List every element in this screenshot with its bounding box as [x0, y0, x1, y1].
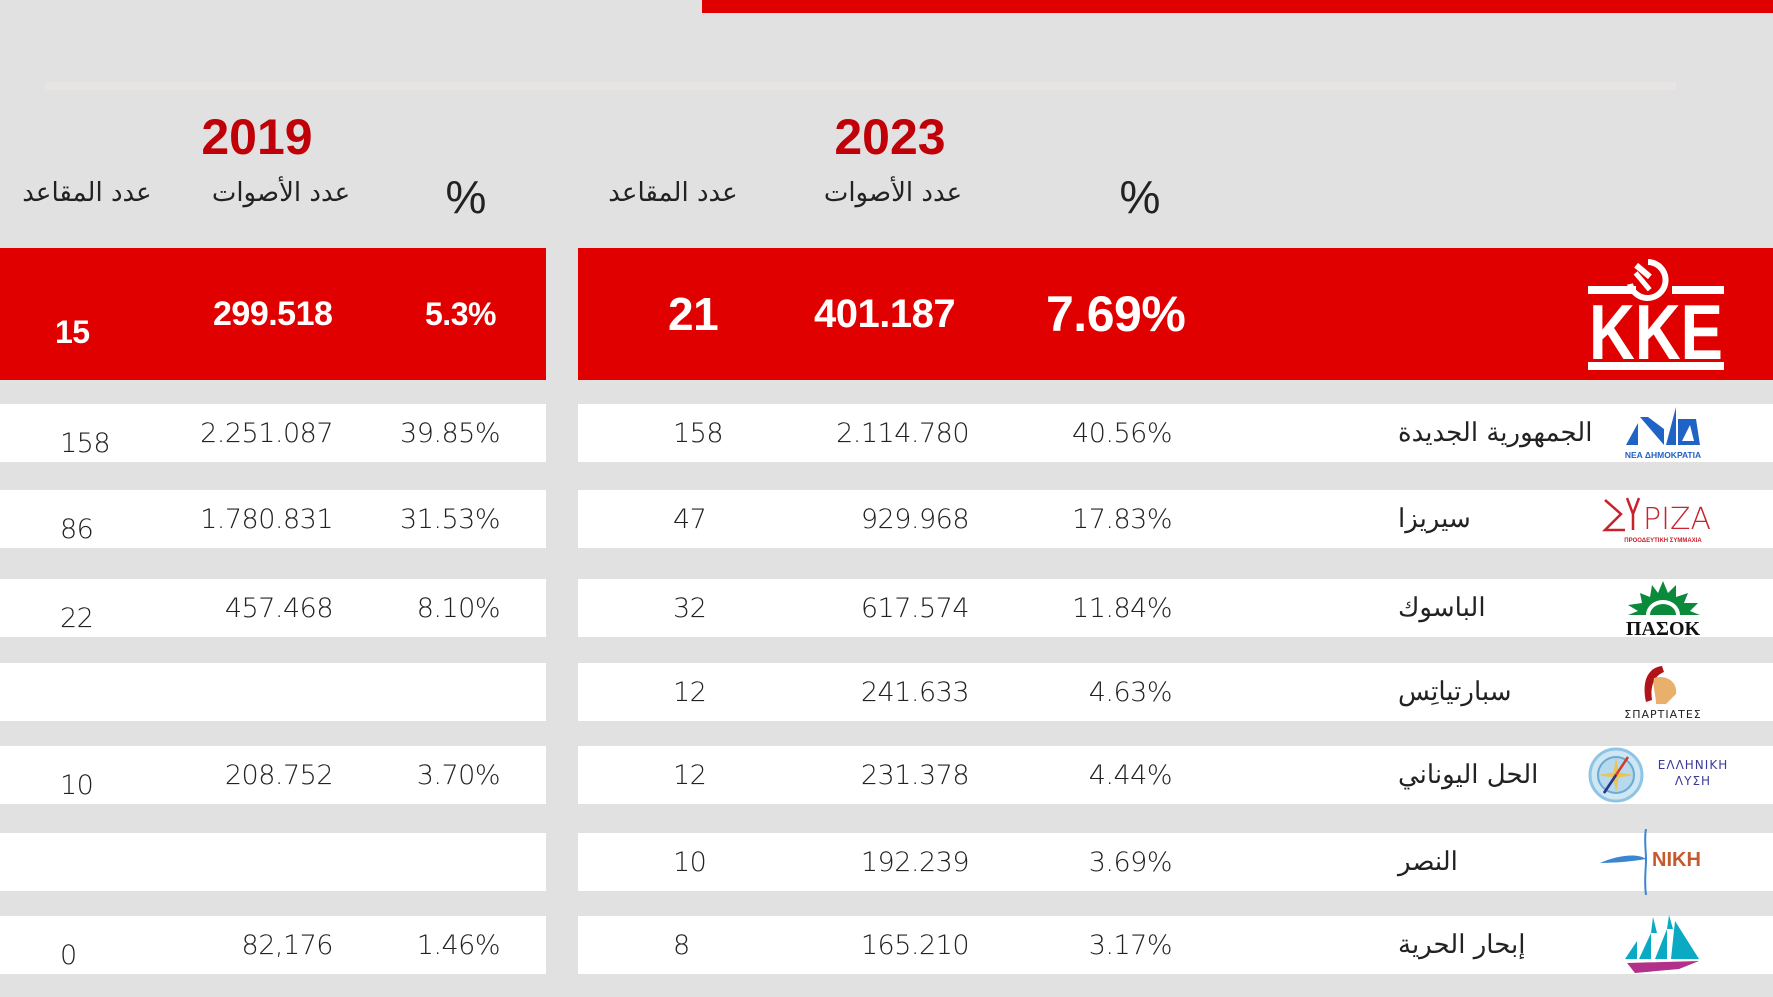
niki-logo-icon: NIKH	[1563, 829, 1763, 895]
pct-2023: 7.69%	[1046, 286, 1186, 342]
seats-2023: 8	[673, 929, 690, 961]
top-red-banner	[702, 0, 1773, 13]
spartiates-logo-icon: ΣΠΑΡΤΙΑΤΕΣ	[1563, 663, 1763, 721]
pct-2023: 4.63%	[1088, 676, 1173, 708]
votes-2023: 192.239	[860, 846, 970, 878]
party-row-2023: 12 241.633 4.63% سبارتياتِس ΣΠΑΡΤΙΑΤΕΣ	[578, 663, 1773, 721]
seats-2019: 15	[55, 313, 90, 350]
party-row-2023: 12 231.378 4.44% الحل اليوناني ΕΛΛΗΝΙΚΗ Λ…	[578, 746, 1773, 804]
votes-2019: 299.518	[213, 294, 333, 333]
seats-2023: 10	[673, 846, 707, 878]
seats-2023: 47	[673, 503, 707, 535]
pct-2019: 8.10%	[416, 592, 501, 624]
votes-2023: 2.114.780	[836, 417, 969, 449]
col-seats-2023: عدد المقاعد	[608, 178, 738, 208]
pct-2023: 3.17%	[1088, 929, 1173, 961]
svg-text:ΣΠΑΡΤΙΑΤΕΣ: ΣΠΑΡΤΙΑΤΕΣ	[1624, 708, 1702, 720]
col-votes-2023: عدد الأصوات	[823, 178, 963, 208]
seats-2019: 10	[60, 769, 94, 801]
votes-2023: 929.968	[860, 503, 970, 535]
party-row-2023: 8 165.210 3.17% إبحار الحرية	[578, 915, 1773, 974]
party-row-2019: 10 208.752 3.70%	[0, 746, 546, 804]
svg-text:ΛΥΣΗ: ΛΥΣΗ	[1675, 774, 1711, 788]
seats-2019: 86	[60, 513, 94, 545]
party-name: سبارتياتِس	[1398, 677, 1512, 707]
svg-text:ΕΛΛΗΝΙΚΗ: ΕΛΛΗΝΙΚΗ	[1658, 758, 1728, 772]
svg-text:KKE: KKE	[1589, 288, 1723, 374]
party-row-2023: 158 2.114.780 40.56% الجمهورية الجديدة Ν…	[578, 404, 1773, 462]
col-seats-2019: عدد المقاعد	[22, 178, 152, 208]
seats-2023: 12	[673, 759, 707, 791]
votes-2023: 617.574	[860, 592, 970, 624]
party-name: الباسوك	[1398, 593, 1486, 623]
party-name: إبحار الحرية	[1398, 930, 1526, 960]
seats-2023: 32	[673, 592, 707, 624]
header-divider	[46, 82, 1676, 90]
pct-2023: 11.84%	[1072, 592, 1172, 624]
svg-text:ΠΑΣΟΚ: ΠΑΣΟΚ	[1626, 618, 1701, 637]
seats-2023: 12	[673, 676, 707, 708]
votes-2023: 401.187	[814, 291, 956, 336]
seats-2019: 22	[60, 602, 94, 634]
year-2023-heading: 2023	[834, 109, 946, 165]
pct-2019	[360, 833, 500, 895]
kke-logo-icon: KKE	[1586, 248, 1726, 380]
votes-2023: 241.633	[860, 676, 970, 708]
pasok-logo-icon: ΠΑΣΟΚ	[1563, 579, 1763, 637]
col-pct-2023: %	[1119, 171, 1161, 223]
votes-2019	[150, 663, 333, 721]
party-row-2019: 158 2.251.087 39.85%	[0, 404, 546, 462]
pct-2023: 4.44%	[1088, 759, 1173, 791]
pct-2019: 39.85%	[400, 417, 500, 449]
pct-2019: 1.46%	[416, 929, 501, 961]
kke-row-2019: 15 299.518 5.3%	[0, 248, 546, 380]
party-row-2023: 47 929.968 17.83% سيريزا PIZA ΠΡΟΟΔΕΥΤΙΚΗ…	[578, 490, 1773, 548]
pct-2023: 40.56%	[1072, 417, 1172, 449]
svg-text:ΝΕΑ ΔΗΜΟΚΡΑΤΙΑ: ΝΕΑ ΔΗΜΟΚΡΑΤΙΑ	[1625, 450, 1701, 460]
pct-2023: 3.69%	[1088, 846, 1173, 878]
plefsi-eleftherias-logo-icon	[1563, 915, 1763, 974]
party-row-2023: 10 192.239 3.69% النصر NIKH	[578, 829, 1773, 895]
party-row-2019	[0, 833, 546, 891]
seats-2019: 158	[60, 427, 111, 459]
party-name: الحل اليوناني	[1398, 760, 1539, 790]
nea-dimokratia-logo-icon: ΝΕΑ ΔΗΜΟΚΡΑΤΙΑ	[1563, 404, 1763, 462]
seats-2019: 0	[60, 939, 77, 971]
year-2019-heading: 2019	[201, 109, 313, 165]
party-row-2019: 22 457.468 8.10%	[0, 579, 546, 637]
seats-2023: 21	[668, 288, 719, 340]
kke-row-2023: 21 401.187 7.69% KKE	[578, 248, 1773, 380]
party-name: سيريزا	[1398, 504, 1471, 534]
pct-2019: 5.3%	[425, 295, 496, 332]
pct-2023: 17.83%	[1072, 503, 1172, 535]
party-name: النصر	[1398, 847, 1458, 877]
syriza-logo-icon: PIZA ΠΡΟΟΔΕΥΤΙΚΗ ΣΥΜΜΑΧΙΑ	[1563, 490, 1763, 548]
pct-2019	[360, 663, 500, 725]
col-pct-2019: %	[445, 171, 487, 223]
votes-2019: 208.752	[224, 759, 334, 791]
elliniki-lysi-logo-icon: ΕΛΛΗΝΙΚΗ ΛΥΣΗ	[1563, 746, 1763, 804]
svg-text:ΠΡΟΟΔΕΥΤΙΚΗ ΣΥΜΜΑΧΙΑ: ΠΡΟΟΔΕΥΤΙΚΗ ΣΥΜΜΑΧΙΑ	[1624, 538, 1702, 544]
party-row-2019: 86 1.780.831 31.53%	[0, 490, 546, 548]
pct-2019: 3.70%	[416, 759, 501, 791]
party-row-2023: 32 617.574 11.84% الباسوك ΠΑΣΟΚ	[578, 579, 1773, 637]
votes-2019: 1.780.831	[200, 503, 333, 535]
votes-2019: 457.468	[224, 592, 334, 624]
seats-2023: 158	[673, 417, 724, 449]
party-row-2019	[0, 663, 546, 721]
votes-2023: 231.378	[860, 759, 970, 791]
party-name: الجمهورية الجديدة	[1398, 418, 1593, 448]
pct-2019: 31.53%	[400, 503, 500, 535]
votes-2019	[150, 833, 333, 891]
votes-2019: 82,176	[241, 929, 334, 961]
svg-text:NIKH: NIKH	[1652, 849, 1701, 871]
votes-2019: 2.251.087	[200, 417, 333, 449]
col-votes-2019: عدد الأصوات	[211, 178, 351, 208]
svg-text:PIZA: PIZA	[1643, 502, 1711, 537]
party-row-2019: 0 82,176 1.46%	[0, 916, 546, 974]
votes-2023: 165.210	[860, 929, 970, 961]
